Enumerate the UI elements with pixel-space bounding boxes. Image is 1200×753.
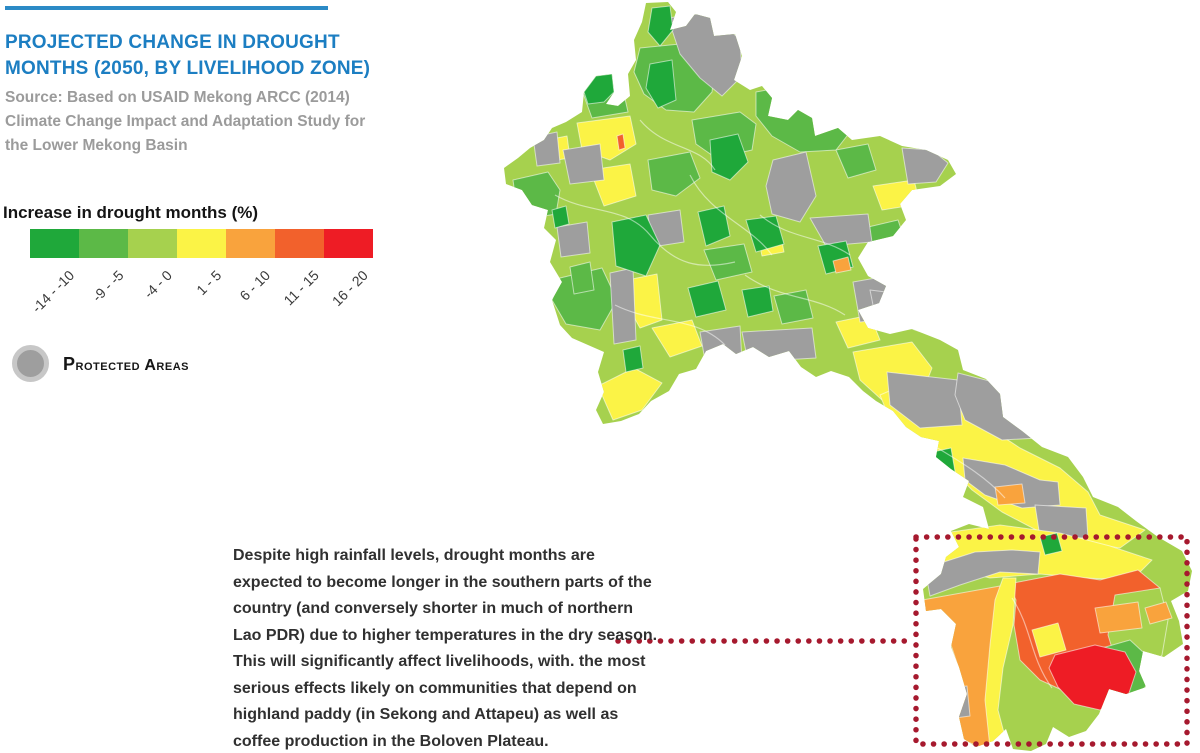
highlight-region-rectangle: [913, 534, 1190, 747]
legend-swatch: [177, 229, 226, 258]
header-rule: [5, 6, 328, 10]
province-border-lines: [554, 119, 1053, 689]
page-title-line2: MONTHS (2050, BY LIVELIHOOD ZONE): [5, 58, 371, 79]
legend-swatch: [30, 229, 79, 258]
legend-swatch: [128, 229, 177, 258]
legend-title: Increase in drought months (%): [3, 203, 259, 222]
legend-swatch: [324, 229, 373, 258]
page-title: PROJECTED CHANGE IN DROUGHT MONTHS (2050…: [5, 30, 385, 82]
legend-swatch-row: [30, 229, 373, 258]
legend-swatch: [226, 229, 275, 258]
source-note: Source: Based on USAID Mekong ARCC (2014…: [5, 89, 366, 154]
page-title-line1: PROJECTED CHANGE IN DROUGHT: [5, 32, 340, 53]
annotation-text: Despite high rainfall levels, drought mo…: [233, 547, 658, 750]
protected-areas-label: Protected Areas: [63, 354, 189, 374]
protected-areas-icon: [12, 345, 49, 382]
legend-swatch: [79, 229, 128, 258]
legend-swatch: [275, 229, 324, 258]
